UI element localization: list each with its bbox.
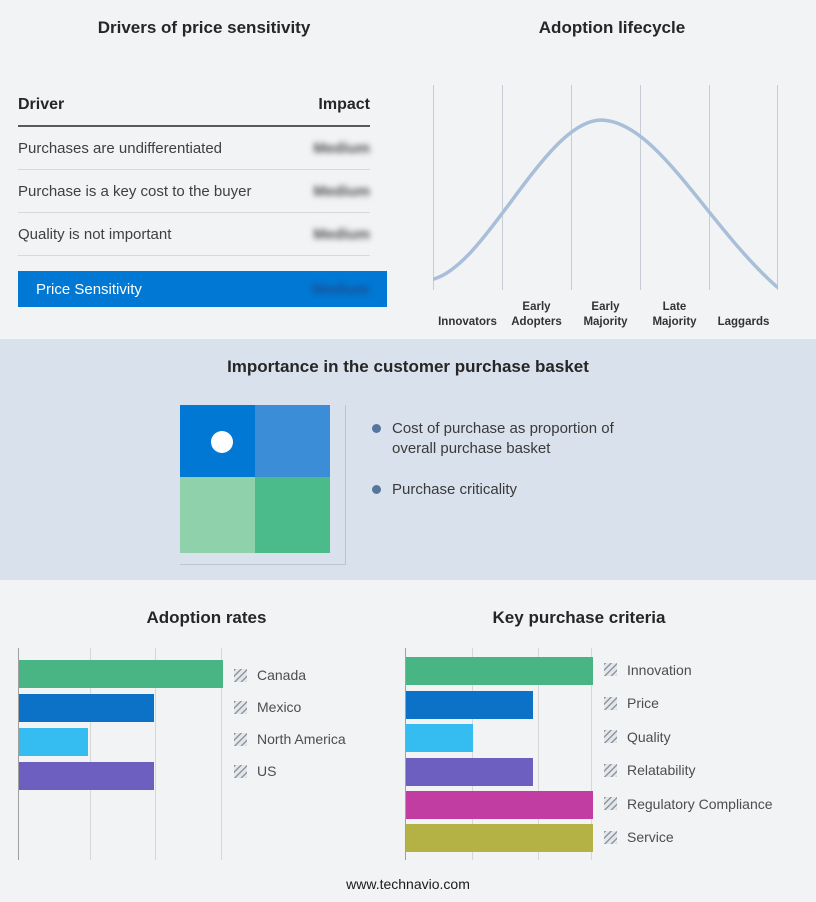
key-purchase-criteria-chart	[405, 648, 593, 860]
matrix-axis-frame	[180, 405, 346, 565]
impact-cell: Medium	[313, 139, 370, 157]
adoption-legend: Canada Mexico North America US	[234, 659, 346, 787]
legend-label: Relatability	[627, 762, 696, 779]
driver-cell: Quality is not important	[18, 225, 172, 243]
legend-item: Innovation	[604, 653, 773, 687]
hatch-swatch-icon	[604, 663, 617, 677]
price-sensitivity-banner: Price Sensitivity Medium	[18, 271, 387, 307]
legend-label: Quality	[627, 728, 671, 745]
legend-label: Regulatory Compliance	[627, 795, 773, 812]
legend-item: Regulatory Compliance	[604, 787, 773, 821]
bar-relatability	[406, 758, 534, 786]
middle-band-background	[0, 339, 816, 580]
driver-cell: Purchases are undifferentiated	[18, 139, 223, 157]
hatch-swatch-icon	[604, 696, 617, 710]
gridline	[538, 648, 539, 860]
stage-label: Late Majority	[652, 301, 697, 328]
legend-label: Innovation	[627, 661, 692, 678]
lifecycle-title: Adoption lifecycle	[538, 18, 686, 37]
hatch-swatch-icon	[604, 797, 617, 811]
purchase-basket-matrix	[180, 405, 330, 553]
legend-label: Mexico	[257, 699, 302, 715]
legend-label: US	[257, 763, 277, 779]
stage-label: Early Adopters	[511, 301, 562, 328]
bar-north-america	[19, 728, 89, 756]
bullet-item: Cost of purchase as proportion of overal…	[372, 419, 647, 459]
legend-label: Service	[627, 829, 674, 846]
bullet-dot-icon	[372, 424, 381, 433]
hatch-swatch-icon	[234, 764, 247, 778]
bar-innovation	[406, 657, 593, 685]
stage-label: Early Majority	[583, 301, 628, 328]
bar-service	[406, 824, 593, 852]
drivers-table-header: Driver Impact	[18, 92, 370, 127]
bullet-text: Cost of purchase as proportion of overal…	[392, 420, 614, 457]
legend-item: Relatability	[604, 754, 773, 788]
technavio-url[interactable]: www.technavio.com	[346, 876, 470, 892]
bar-mexico	[19, 694, 154, 722]
bar-quality	[406, 724, 474, 752]
hatch-swatch-icon	[234, 700, 247, 714]
hatch-swatch-icon	[604, 763, 617, 777]
table-row: Purchases are undifferentiated Medium	[18, 127, 370, 170]
y-axis-line	[405, 648, 406, 860]
legend-label: Price	[627, 695, 659, 712]
matrix-cell-top-right	[255, 405, 330, 477]
adoption-title: Adoption rates	[146, 608, 267, 627]
driver-cell: Purchase is a key cost to the buyer	[18, 182, 252, 200]
impact-column-header: Impact	[318, 96, 370, 113]
bullet-dot-icon	[372, 485, 381, 494]
legend-item: Price	[604, 687, 773, 721]
hatch-swatch-icon	[234, 732, 247, 746]
adoption-rates-chart	[18, 648, 223, 860]
price-sensitivity-label: Price Sensitivity	[36, 280, 142, 298]
hatch-swatch-icon	[604, 830, 617, 844]
stage-label: Innovators	[438, 315, 497, 328]
bar-canada	[19, 660, 223, 688]
impact-cell: Medium	[313, 182, 370, 200]
gridline	[472, 648, 473, 860]
y-axis-line	[18, 648, 19, 860]
impact-cell: Medium	[313, 225, 370, 243]
bar-us	[19, 762, 154, 790]
driver-column-header: Driver	[18, 96, 65, 113]
matrix-dot	[211, 431, 233, 453]
importance-bullets: Cost of purchase as proportion of overal…	[372, 419, 647, 521]
criteria-title: Key purchase criteria	[492, 608, 666, 627]
bell-curve-svg	[432, 85, 779, 290]
gridline	[591, 648, 592, 860]
adoption-lifecycle-chart: Innovators Early Adopters Early Majority…	[432, 85, 779, 329]
legend-item: Canada	[234, 659, 346, 691]
legend-label: North America	[257, 731, 346, 747]
drivers-title: Drivers of price sensitivity	[97, 18, 311, 37]
bullet-item: Purchase criticality	[372, 480, 647, 500]
stage-label: Laggards	[717, 315, 770, 328]
hatch-swatch-icon	[604, 730, 617, 744]
hatch-swatch-icon	[234, 668, 247, 682]
bell-curve-path	[432, 118, 779, 289]
criteria-legend: Innovation Price Quality Relatability Re…	[604, 653, 773, 854]
gridline	[90, 648, 91, 860]
legend-label: Canada	[257, 667, 307, 683]
legend-item: Quality	[604, 720, 773, 754]
matrix-cell-bottom-right	[255, 477, 330, 553]
bar-price	[406, 691, 534, 719]
legend-item: Mexico	[234, 691, 346, 723]
legend-item: Service	[604, 821, 773, 855]
drivers-table: Driver Impact Purchases are undifferenti…	[18, 92, 370, 256]
table-row: Purchase is a key cost to the buyer Medi…	[18, 170, 370, 213]
legend-item: North America	[234, 723, 346, 755]
importance-title: Importance in the customer purchase bask…	[227, 357, 589, 376]
legend-item: US	[234, 755, 346, 787]
price-sensitivity-impact: Medium	[312, 280, 369, 298]
gridline	[221, 648, 222, 860]
table-row: Quality is not important Medium	[18, 213, 370, 256]
bullet-text: Purchase criticality	[392, 481, 518, 498]
matrix-cell-bottom-left	[180, 477, 255, 553]
bar-regulatory-compliance	[406, 791, 593, 819]
gridline	[155, 648, 156, 860]
lifecycle-stage-labels: Innovators Early Adopters Early Majority…	[433, 297, 778, 329]
